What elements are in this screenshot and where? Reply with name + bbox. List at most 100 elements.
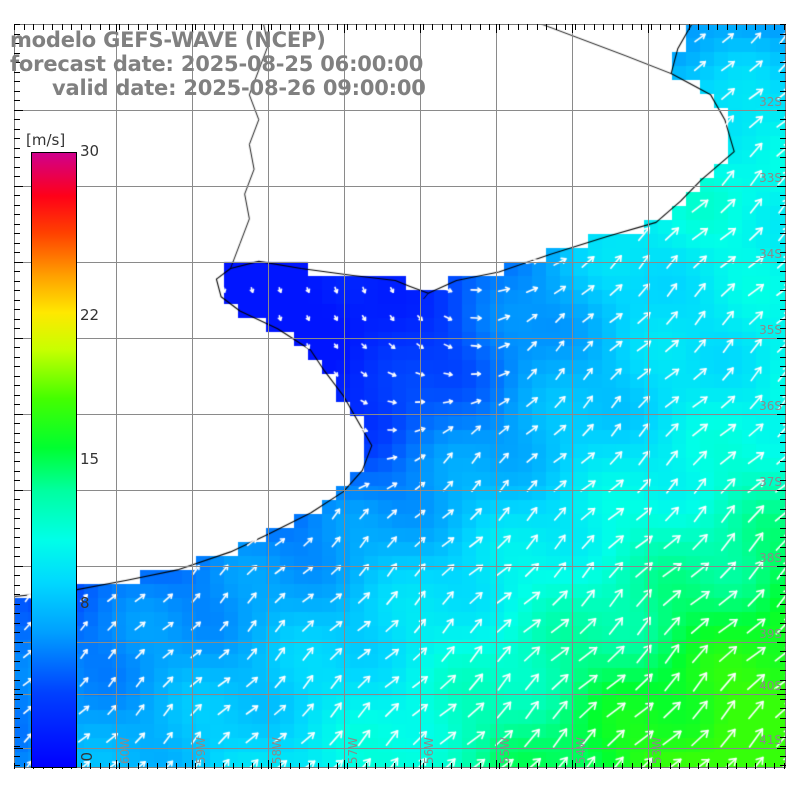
tick-bot-56W <box>420 760 421 769</box>
minor-tick-bot <box>138 763 139 769</box>
lon-label-55W: 55W <box>498 736 512 764</box>
minor-tick-top <box>746 24 747 30</box>
minor-tick-rgt <box>780 442 786 443</box>
minor-tick-rgt <box>780 72 786 73</box>
minor-tick-bot <box>736 763 737 769</box>
minor-tick-top <box>527 24 528 30</box>
minor-tick-bot <box>442 763 443 769</box>
minor-tick-lft <box>14 138 20 139</box>
minor-tick-rgt <box>780 518 786 519</box>
tick-top-55W <box>496 24 497 33</box>
gridline-lon-59W <box>192 24 193 768</box>
minor-tick-lft <box>14 119 20 120</box>
minor-tick-rgt <box>780 176 786 177</box>
minor-tick-bot <box>385 763 386 769</box>
lon-label-58W: 58W <box>270 736 284 764</box>
minor-tick-bot <box>584 763 585 769</box>
minor-tick-lft <box>14 376 20 377</box>
minor-tick-bot <box>708 763 709 769</box>
minor-tick-lft <box>14 670 20 671</box>
minor-tick-rgt <box>780 642 786 643</box>
minor-tick-top <box>689 24 690 30</box>
minor-tick-top <box>442 24 443 30</box>
tick-top-60W <box>116 24 117 33</box>
minor-tick-bot <box>480 763 481 769</box>
gridline-lat-33S <box>14 186 786 187</box>
minor-tick-bot <box>556 763 557 769</box>
minor-tick-rgt <box>780 148 786 149</box>
tick-top-58W <box>268 24 269 33</box>
minor-tick-lft <box>14 756 20 757</box>
minor-tick-lft <box>14 167 20 168</box>
minor-tick-bot <box>689 763 690 769</box>
minor-tick-rgt <box>780 205 786 206</box>
minor-tick-lft <box>14 680 20 681</box>
minor-tick-top <box>24 24 25 30</box>
minor-tick-top <box>318 24 319 30</box>
minor-tick-rgt <box>780 461 786 462</box>
minor-tick-bot <box>90 763 91 769</box>
minor-tick-bot <box>366 763 367 769</box>
plot-area[interactable]: 60W 59W 58W 57W 56W 55W 54W 53W 32S 33S 34S 35S 36S… <box>14 24 786 768</box>
minor-tick-bot <box>185 763 186 769</box>
gridline-lat-35S <box>14 338 786 339</box>
minor-tick-lft <box>14 404 20 405</box>
minor-tick-top <box>698 24 699 30</box>
minor-tick-lft <box>14 537 20 538</box>
minor-tick-bot <box>451 763 452 769</box>
gridline-lat-39S <box>14 642 786 643</box>
minor-tick-lft <box>14 737 20 738</box>
minor-tick-bot <box>328 763 329 769</box>
minor-tick-rgt <box>780 271 786 272</box>
minor-tick-lft <box>14 575 20 576</box>
minor-tick-bot <box>109 763 110 769</box>
minor-tick-bot <box>565 763 566 769</box>
minor-tick-bot <box>603 763 604 769</box>
minor-tick-bot <box>622 763 623 769</box>
minor-tick-lft <box>14 480 20 481</box>
minor-tick-bot <box>413 763 414 769</box>
minor-tick-rgt <box>780 34 786 35</box>
colorbar[interactable] <box>31 152 77 768</box>
minor-tick-bot <box>14 763 15 769</box>
minor-tick-rgt <box>780 129 786 130</box>
minor-tick-top <box>185 24 186 30</box>
minor-tick-lft <box>14 594 20 595</box>
minor-tick-top <box>679 24 680 30</box>
gridline-lon-57W <box>344 24 345 768</box>
gridline-lat-38S <box>14 566 786 567</box>
minor-tick-bot <box>81 763 82 769</box>
minor-tick-top <box>138 24 139 30</box>
minor-tick-bot <box>261 763 262 769</box>
minor-tick-rgt <box>780 585 786 586</box>
colorbar-tick-0: 0 <box>78 752 96 762</box>
minor-tick-top <box>613 24 614 30</box>
minor-tick-rgt <box>780 613 786 614</box>
lat-label-34S: 34S <box>759 247 782 261</box>
gridline-lat-36S <box>14 414 786 415</box>
minor-tick-top <box>62 24 63 30</box>
colorbar-tick-15: 15 <box>80 450 100 468</box>
lat-label-38S: 38S <box>759 551 782 565</box>
minor-tick-bot <box>423 763 424 769</box>
title-line-valid-date: valid date: 2025-08-26 09:00:00 <box>52 76 426 100</box>
minor-tick-lft <box>14 746 20 747</box>
minor-tick-lft <box>14 604 20 605</box>
minor-tick-lft <box>14 290 20 291</box>
minor-tick-bot <box>166 763 167 769</box>
minor-tick-rgt <box>780 62 786 63</box>
minor-tick-rgt <box>780 670 786 671</box>
minor-tick-bot <box>204 763 205 769</box>
minor-tick-bot <box>489 763 490 769</box>
minor-tick-bot <box>271 763 272 769</box>
minor-tick-lft <box>14 243 20 244</box>
minor-tick-top <box>337 24 338 30</box>
minor-tick-bot <box>375 763 376 769</box>
minor-tick-bot <box>147 763 148 769</box>
minor-tick-top <box>309 24 310 30</box>
minor-tick-lft <box>14 347 20 348</box>
minor-tick-lft <box>14 528 20 529</box>
minor-tick-bot <box>470 763 471 769</box>
minor-tick-rgt <box>780 224 786 225</box>
minor-tick-rgt <box>780 138 786 139</box>
